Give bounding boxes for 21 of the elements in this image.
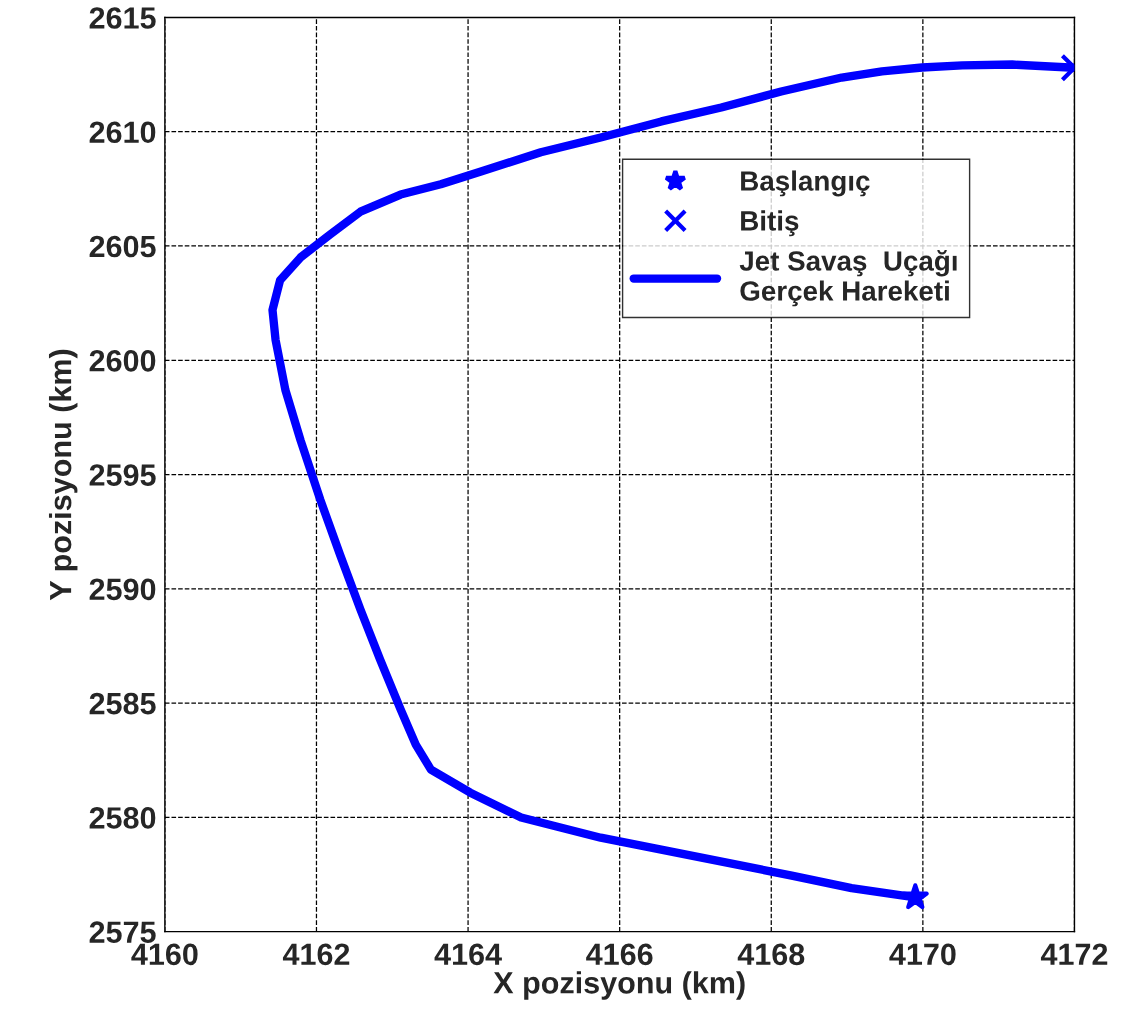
- y-tick-label: 2580: [89, 807, 156, 829]
- y-tick-label: 2605: [89, 235, 156, 258]
- x-tick-label: 4160: [131, 943, 198, 966]
- y-tick-label: 2590: [89, 578, 156, 601]
- y-tick-label: 2610: [89, 121, 156, 144]
- y-axis-title: Y pozisyonu (km): [48, 349, 78, 601]
- x-axis-title: X pozisyonu (km): [493, 971, 745, 1000]
- x-tick-label: 4162: [282, 943, 350, 966]
- x-tick-label: 4172: [1040, 943, 1108, 965]
- y-tick-label: 2600: [89, 349, 156, 372]
- x-tick-label: 4168: [737, 943, 805, 966]
- x-tick-label: 4164: [434, 943, 502, 966]
- y-tick-label: 2595: [89, 464, 156, 486]
- y-tick-label: 2615: [89, 7, 156, 29]
- y-tick-label: 2585: [89, 692, 156, 715]
- legend-label: Bitiş: [741, 210, 799, 237]
- x-tick-label: 4166: [586, 943, 653, 966]
- legend-label: Başlangıç: [741, 170, 870, 197]
- legend-label: Jet Savaş Uçağı Gerçek Hareketi: [739, 250, 957, 307]
- y-tick-label: 2575: [89, 921, 156, 943]
- x-tick-label: 4170: [889, 943, 956, 966]
